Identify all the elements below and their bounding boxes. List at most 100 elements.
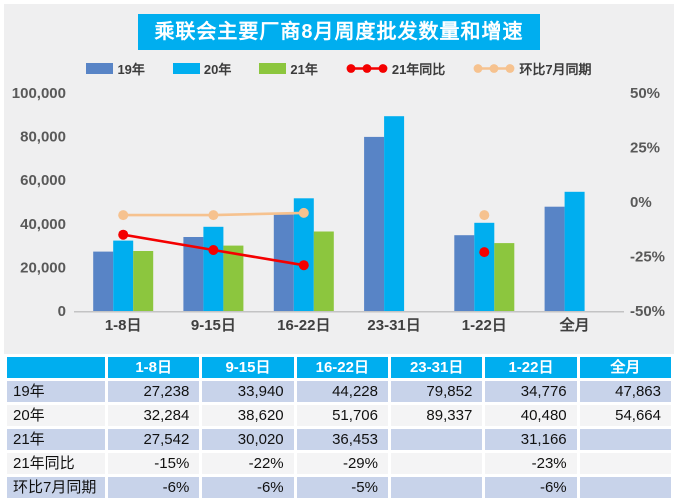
table-row-20: 20年 32,284 38,620 51,706 89,337 40,480 5… xyxy=(7,405,671,426)
bar-20年-23-31日 xyxy=(384,116,405,311)
category-label: 全月 xyxy=(559,316,590,334)
header-cell: 9-15日 xyxy=(202,357,294,378)
cell: 31,166 xyxy=(485,429,577,450)
cell: 32,284 xyxy=(108,405,200,426)
row-label: 20年 xyxy=(7,405,105,426)
legend-label: 21年同比 xyxy=(391,61,446,77)
report-panel: 乘联会主要厂商8月周度批发数量和增速 19年 20年 21年 xyxy=(4,4,674,501)
cell xyxy=(390,429,483,450)
row-label: 21年 xyxy=(7,429,105,450)
table-section: 1-8日 9-15日 16-22日 23-31日 1-22日 全月 19年 27… xyxy=(4,354,674,501)
row-label: 21年同比 xyxy=(7,453,105,474)
cell: -6% xyxy=(202,477,294,498)
cell xyxy=(390,477,483,498)
cell: 89,337 xyxy=(390,405,483,426)
table-row-21-yoy: 21年同比 -15% -22% -29% -23% xyxy=(7,453,671,474)
right-axis-tick-label: -25% xyxy=(630,249,665,266)
cell xyxy=(579,429,671,450)
table-row-mom-july: 环比7月同期 -6% -6% -5% -6% xyxy=(7,477,671,498)
bar-19年-1-8日 xyxy=(93,251,114,311)
legend-label: 19年 xyxy=(117,61,145,77)
cell: 38,620 xyxy=(202,405,294,426)
left-axis-tick-label: 40,000 xyxy=(20,216,66,233)
cell: 27,542 xyxy=(108,429,200,450)
legend-swatch-bar-icon xyxy=(172,62,200,74)
cell xyxy=(579,477,671,498)
cell: -22% xyxy=(202,453,294,474)
cell: 40,480 xyxy=(485,405,577,426)
legend-label: 21年 xyxy=(290,61,318,77)
cell: -6% xyxy=(485,477,577,498)
category-label: 1-8日 xyxy=(105,317,142,334)
bar-19年-全月 xyxy=(544,206,565,311)
left-axis-tick-label: 100,000 xyxy=(12,85,66,102)
right-axis-tick-label: 50% xyxy=(630,85,660,102)
category-label: 23-31日 xyxy=(367,317,420,334)
bar-21年-1-8日 xyxy=(133,251,154,311)
legend-item-mom-july: 环比7月同期 xyxy=(473,59,592,78)
cell: 34,776 xyxy=(485,381,577,402)
bar-20年-全月 xyxy=(564,191,585,311)
bar-19年-1-22日 xyxy=(454,235,475,311)
chart-section: 乘联会主要厂商8月周度批发数量和增速 19年 20年 21年 xyxy=(4,4,674,354)
header-cell: 1-22日 xyxy=(485,357,577,378)
legend-label: 20年 xyxy=(203,61,232,77)
left-axis-tick-label: 80,000 xyxy=(20,129,66,146)
cell: -6% xyxy=(108,477,200,498)
bar-20年-1-8日 xyxy=(113,240,134,311)
line-point-环比7月同期 xyxy=(479,210,490,221)
cell xyxy=(579,453,671,474)
bar-20年-16-22日 xyxy=(293,198,314,311)
left-axis-tick-label: 20,000 xyxy=(20,259,66,276)
line-point-21年同比 xyxy=(298,260,309,271)
line-point-21年同比 xyxy=(479,247,490,258)
left-axis-tick-label: 0 xyxy=(58,303,66,320)
cell: 54,664 xyxy=(579,405,671,426)
cell: 79,852 xyxy=(390,381,483,402)
category-label: 9-15日 xyxy=(191,317,236,334)
legend-line-marker-icon xyxy=(346,63,388,73)
header-cell: 23-31日 xyxy=(390,357,483,378)
line-point-环比7月同期 xyxy=(298,207,309,218)
cell: -29% xyxy=(296,453,388,474)
bar-20年-1-22日 xyxy=(474,222,495,311)
chart-legend: 19年 20年 21年 21年同比 xyxy=(4,58,674,78)
cell: 33,940 xyxy=(202,381,294,402)
chart-title: 乘联会主要厂商8月周度批发数量和增速 xyxy=(138,14,540,50)
header-cell: 1-8日 xyxy=(108,357,200,378)
legend-item-19: 19年 xyxy=(86,59,145,78)
header-cell: 全月 xyxy=(579,357,671,378)
header-cell: 16-22日 xyxy=(296,357,388,378)
table-row-19: 19年 27,238 33,940 44,228 79,852 34,776 4… xyxy=(7,381,671,402)
bar-21年-1-22日 xyxy=(494,243,515,311)
cell: 36,453 xyxy=(296,429,388,450)
data-table: 1-8日 9-15日 16-22日 23-31日 1-22日 全月 19年 27… xyxy=(4,354,674,501)
legend-item-20: 20年 xyxy=(172,59,232,78)
row-label: 环比7月同期 xyxy=(7,477,105,498)
category-label: 1-22日 xyxy=(462,317,507,334)
line-point-21年同比 xyxy=(118,229,129,240)
legend-label: 环比7月同期 xyxy=(519,61,592,77)
legend-swatch-bar-icon xyxy=(259,62,287,74)
legend-item-21-yoy: 21年同比 xyxy=(346,59,445,78)
bar-19年-23-31日 xyxy=(364,136,385,311)
cell: 30,020 xyxy=(202,429,294,450)
chart-title-wrap: 乘联会主要厂商8月周度批发数量和增速 xyxy=(4,4,674,52)
line-point-21年同比 xyxy=(208,245,219,255)
left-axis-tick-label: 60,000 xyxy=(20,172,66,189)
table-header-row: 1-8日 9-15日 16-22日 23-31日 1-22日 全月 xyxy=(7,357,671,378)
combo-chart: 0 20,000 40,000 60,000 80,000 100,000 -50% -25%… xyxy=(12,85,665,334)
legend-line-marker-icon xyxy=(473,63,515,73)
legend-swatch-bar-icon xyxy=(86,62,114,74)
header-cell-blank xyxy=(7,357,105,378)
right-axis-tick-label: 25% xyxy=(630,140,660,157)
bar-19年-9-15日 xyxy=(183,237,204,311)
cell: -23% xyxy=(485,453,577,474)
bar-20年-9-15日 xyxy=(203,226,224,311)
right-axis-tick-label: 0% xyxy=(630,194,652,211)
cell: -5% xyxy=(296,477,388,498)
bar-21年-16-22日 xyxy=(313,231,334,311)
cell: 44,228 xyxy=(296,381,388,402)
line-point-环比7月同期 xyxy=(208,210,219,221)
